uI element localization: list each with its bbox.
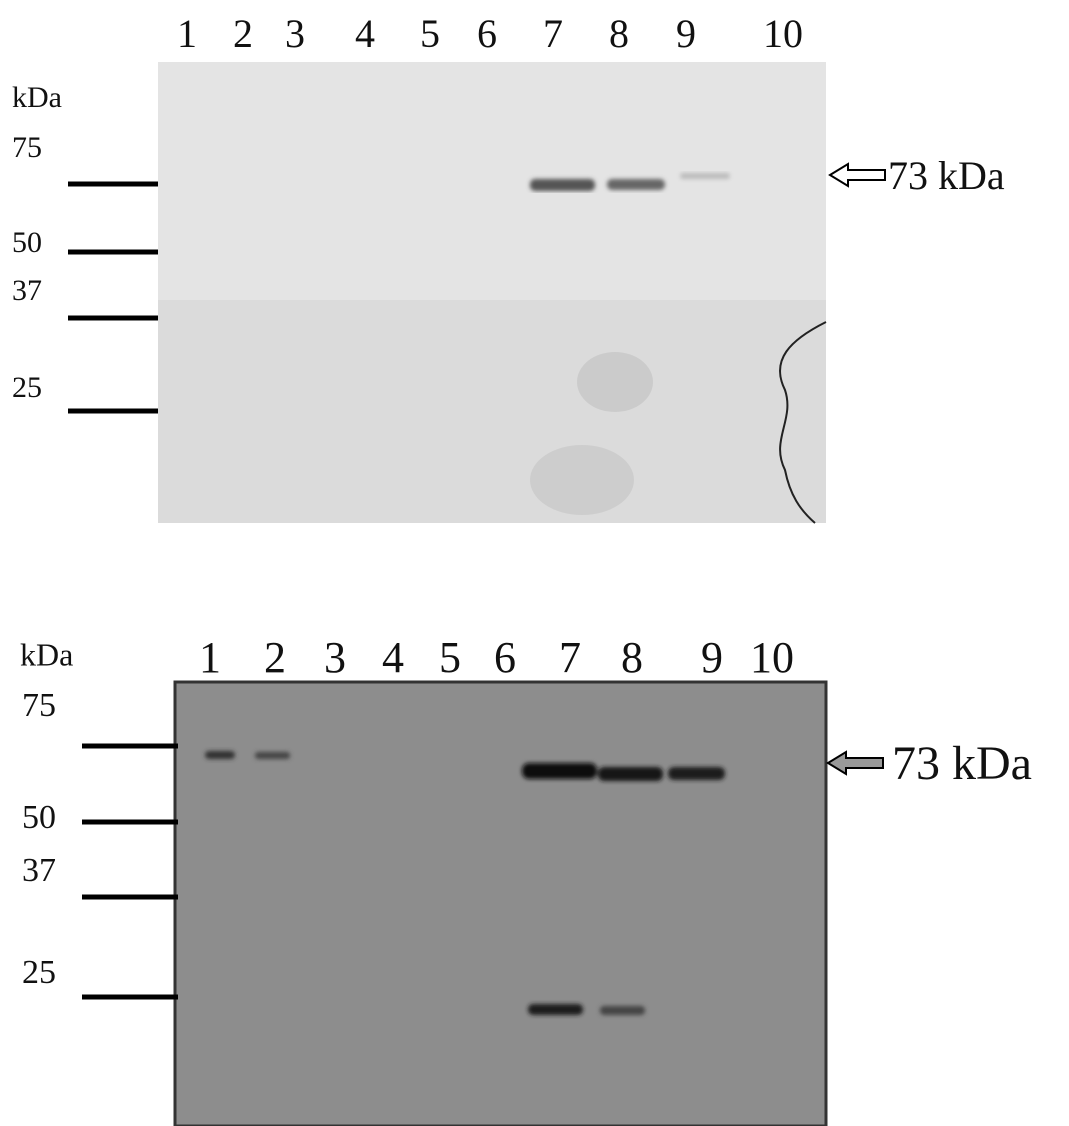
lane-label: 7 bbox=[543, 11, 563, 56]
marker-label: 37 bbox=[12, 274, 42, 307]
lane-label: 8 bbox=[621, 633, 643, 682]
lane-label: 6 bbox=[477, 11, 497, 56]
lane-label: 2 bbox=[233, 11, 253, 56]
arrow bbox=[828, 162, 886, 188]
lane-label: 10 bbox=[763, 11, 803, 56]
lane-label: 1 bbox=[199, 633, 221, 682]
arrow bbox=[826, 750, 884, 776]
marker-label: 25 bbox=[22, 954, 56, 991]
band-label: 73 kDa bbox=[888, 153, 1005, 198]
lane-label: 7 bbox=[559, 633, 581, 682]
lane-label: 4 bbox=[355, 11, 375, 56]
band bbox=[528, 1004, 583, 1015]
lane-label: 9 bbox=[676, 11, 696, 56]
lane-label: 1 bbox=[177, 11, 197, 56]
gel-blot bbox=[577, 352, 653, 412]
band bbox=[668, 767, 725, 780]
band bbox=[598, 767, 663, 781]
lane-label: 3 bbox=[285, 11, 305, 56]
unit-label: kDa bbox=[12, 81, 62, 114]
marker-label: 25 bbox=[12, 371, 42, 404]
band bbox=[255, 752, 290, 759]
marker-label: 75 bbox=[22, 687, 56, 724]
lane-label: 10 bbox=[750, 633, 794, 682]
marker-label: 50 bbox=[12, 226, 42, 259]
band bbox=[205, 751, 235, 759]
gel-shade bbox=[158, 300, 826, 523]
band bbox=[600, 1006, 645, 1015]
lane-label: 5 bbox=[420, 11, 440, 56]
band bbox=[680, 173, 730, 179]
band bbox=[607, 179, 665, 190]
gel-blot bbox=[530, 445, 634, 515]
marker-label: 37 bbox=[22, 852, 56, 889]
lane-label: 9 bbox=[701, 633, 723, 682]
lane-label: 3 bbox=[324, 633, 346, 682]
marker-label: 50 bbox=[22, 799, 56, 836]
lane-label: 6 bbox=[494, 633, 516, 682]
band-label: 73 kDa bbox=[892, 737, 1032, 790]
band bbox=[522, 763, 597, 779]
lane-label: 4 bbox=[382, 633, 404, 682]
unit-label: kDa bbox=[20, 636, 73, 672]
marker-label: 75 bbox=[12, 131, 42, 164]
gel-membrane bbox=[173, 680, 828, 1126]
lane-label: 8 bbox=[609, 11, 629, 56]
gel-edge bbox=[779, 321, 827, 524]
lane-label: 2 bbox=[264, 633, 286, 682]
lane-label: 5 bbox=[439, 633, 461, 682]
band bbox=[530, 179, 595, 191]
